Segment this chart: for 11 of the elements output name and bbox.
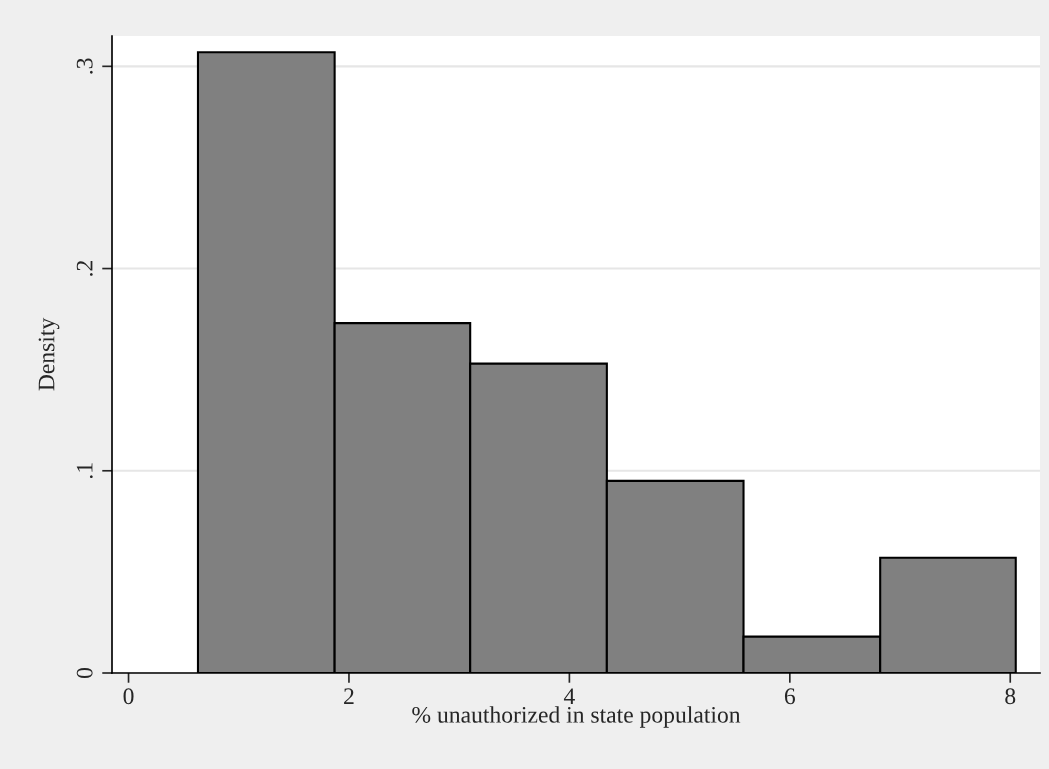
x-axis-title: % unauthorized in state population [412,706,741,728]
y-tick-label: 0 [76,668,93,678]
y-axis-title: Density [38,317,60,391]
x-tick-label: 2 [344,688,354,704]
x-tick-label: 0 [123,688,134,705]
y-tick-label: .1 [76,463,93,479]
y-tick-label: .3 [76,58,93,74]
x-tick-label: 4 [563,688,575,704]
y-tick-label: .2 [76,261,93,276]
x-tick-label: 8 [1005,688,1016,705]
x-tick-label: 6 [784,688,796,705]
